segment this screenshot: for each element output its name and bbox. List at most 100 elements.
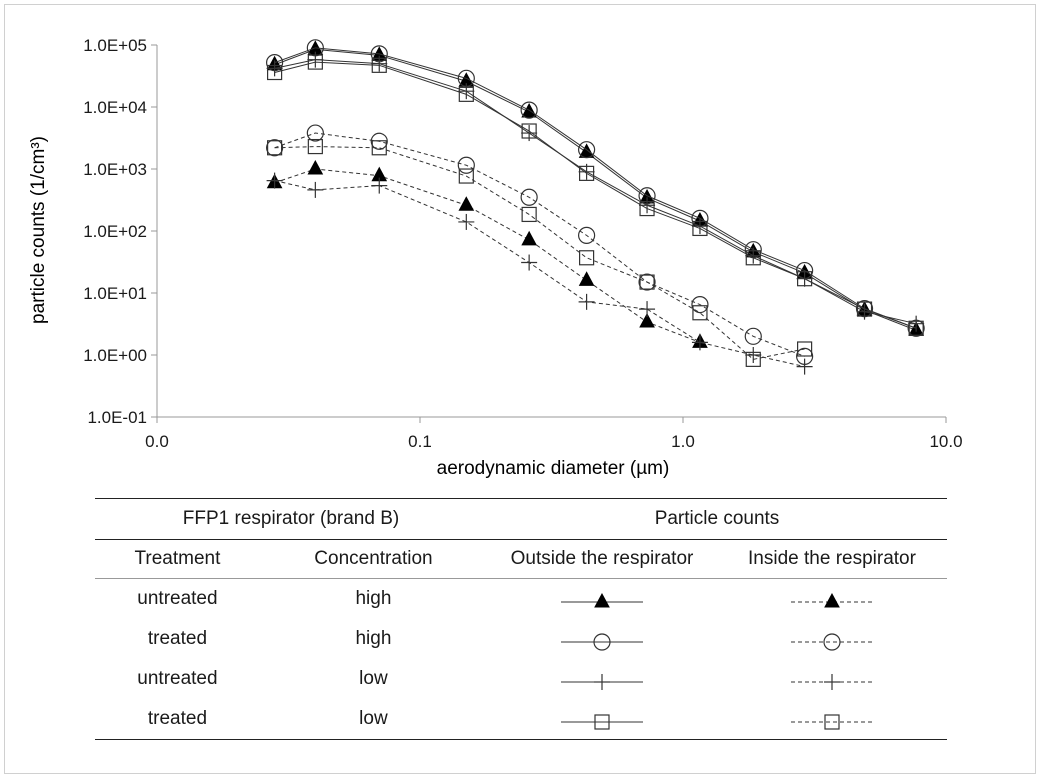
axes: 1.0E-01 1.0E+00 1.0E+01 1.0E+02 1.0E+03 1.0E+…	[83, 36, 962, 451]
circle-marker	[593, 633, 611, 651]
concentration-cell: high	[355, 588, 392, 609]
inside-symbol	[717, 659, 947, 699]
data-point	[578, 226, 596, 244]
y-tick-label: 1.0E+03	[83, 160, 147, 179]
data-point	[371, 177, 388, 194]
concentration-cell: low	[259, 699, 487, 740]
data-point	[307, 51, 324, 68]
legend-group-right: Particle counts	[487, 498, 947, 540]
data-point	[306, 124, 324, 142]
data-point	[266, 60, 283, 77]
data-point	[639, 312, 655, 328]
legend-symbol	[561, 633, 643, 651]
data-point	[521, 230, 537, 246]
data-point	[267, 140, 283, 156]
legend-row: treated low	[95, 699, 947, 740]
data-point	[371, 57, 387, 73]
legend-symbol	[561, 674, 643, 690]
data-point	[578, 271, 595, 286]
series-line	[274, 59, 917, 325]
data-point	[521, 123, 537, 139]
data-point	[691, 295, 709, 314]
x-tick-label: 0.0	[145, 432, 169, 451]
plus-marker	[594, 674, 610, 690]
data-point	[458, 213, 475, 230]
data-point	[638, 273, 656, 291]
data-point	[744, 327, 762, 345]
legend-group-left: FFP1 respirator (brand B)	[95, 498, 487, 540]
data-point	[307, 181, 324, 198]
legend-symbol	[561, 714, 643, 730]
x-tick-label: 0.1	[408, 432, 432, 451]
data-point	[307, 54, 323, 70]
series-line	[274, 48, 917, 331]
x-tick-label: 10.0	[929, 432, 962, 451]
outside-symbol	[487, 659, 717, 699]
data-point	[796, 358, 813, 375]
inside-symbol	[717, 619, 947, 659]
series-plus-dashed	[266, 172, 813, 375]
inside-symbol	[717, 699, 947, 740]
series-line	[274, 180, 805, 368]
data-point	[266, 172, 283, 189]
data-point	[458, 83, 475, 100]
legend-row: untreated high	[95, 579, 947, 620]
data-point	[578, 141, 596, 159]
triangle-marker	[594, 592, 610, 608]
data-point	[458, 86, 474, 102]
data-point	[639, 274, 655, 290]
inside-symbol	[717, 579, 947, 620]
data-point	[797, 271, 813, 287]
y-axis-label: particle counts (1/cm³)	[28, 136, 49, 324]
data-point	[745, 351, 761, 367]
triangle-marker	[824, 592, 840, 608]
series-circle-solid	[266, 39, 925, 337]
outside-symbol	[487, 619, 717, 659]
data-point	[579, 165, 595, 181]
data-point	[745, 347, 762, 363]
outside-symbol	[487, 579, 717, 620]
series-line	[274, 146, 805, 360]
data-point	[458, 196, 475, 211]
data-point	[639, 200, 655, 217]
legend-symbol	[791, 674, 873, 690]
concentration-cell: low	[359, 668, 388, 689]
header-concentration: Concentration	[259, 539, 487, 579]
square-marker	[594, 714, 610, 730]
series-line	[274, 47, 917, 329]
data-point	[521, 206, 537, 223]
data-point	[908, 315, 925, 332]
series-line	[274, 61, 917, 329]
data-point	[639, 301, 656, 318]
data-point	[797, 341, 813, 357]
series-line	[274, 168, 701, 343]
y-tick-label: 1.0E+05	[83, 36, 147, 55]
data-point	[458, 168, 474, 184]
data-point	[267, 64, 283, 81]
legend-symbol	[791, 592, 873, 608]
data-point	[371, 140, 387, 156]
data-point	[745, 250, 761, 266]
data-point	[307, 138, 323, 155]
header-treatment: Treatment	[95, 539, 260, 579]
treatment-cell: untreated	[137, 668, 218, 689]
data-point	[457, 156, 475, 174]
legend-symbol	[791, 633, 873, 651]
plus-marker	[824, 674, 840, 690]
legend-row: treated high	[95, 619, 947, 659]
treatment-cell: treated	[95, 699, 260, 740]
series-line	[274, 132, 805, 357]
treatment-cell: treated	[147, 628, 208, 649]
data-point	[745, 247, 762, 264]
treatment-cell: untreated	[137, 588, 218, 609]
data-point	[520, 188, 538, 206]
legend-table: FFP1 respirator (brand B) Particle count…	[95, 498, 947, 740]
data-point	[692, 305, 708, 321]
data-point	[521, 254, 538, 271]
series-circle-dashed	[266, 124, 814, 365]
data-point	[691, 334, 708, 351]
legend-symbol	[791, 714, 873, 730]
data-point	[692, 220, 708, 237]
legend-header-row: Treatment Concentration Outside the resp…	[95, 539, 947, 579]
legend-symbol	[561, 592, 643, 608]
